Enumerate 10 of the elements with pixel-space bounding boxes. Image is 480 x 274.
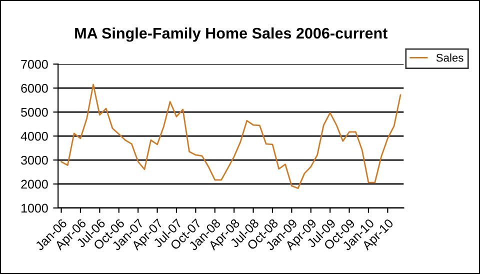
y-tick-label: 1000 xyxy=(22,204,48,213)
line-series xyxy=(60,84,402,189)
y-tick-label: 2000 xyxy=(21,180,48,189)
y-tick-label: 5000 xyxy=(21,108,48,117)
y-tick-label: 4000 xyxy=(20,132,48,141)
y-tick-label: 7000 xyxy=(21,60,48,69)
chart-title: MA Single-Family Home Sales 2006-current xyxy=(75,27,388,42)
y-tick-label: 3000 xyxy=(21,156,48,165)
y-tick-label: 6000 xyxy=(21,84,48,93)
legend-label: Sales xyxy=(436,54,464,62)
